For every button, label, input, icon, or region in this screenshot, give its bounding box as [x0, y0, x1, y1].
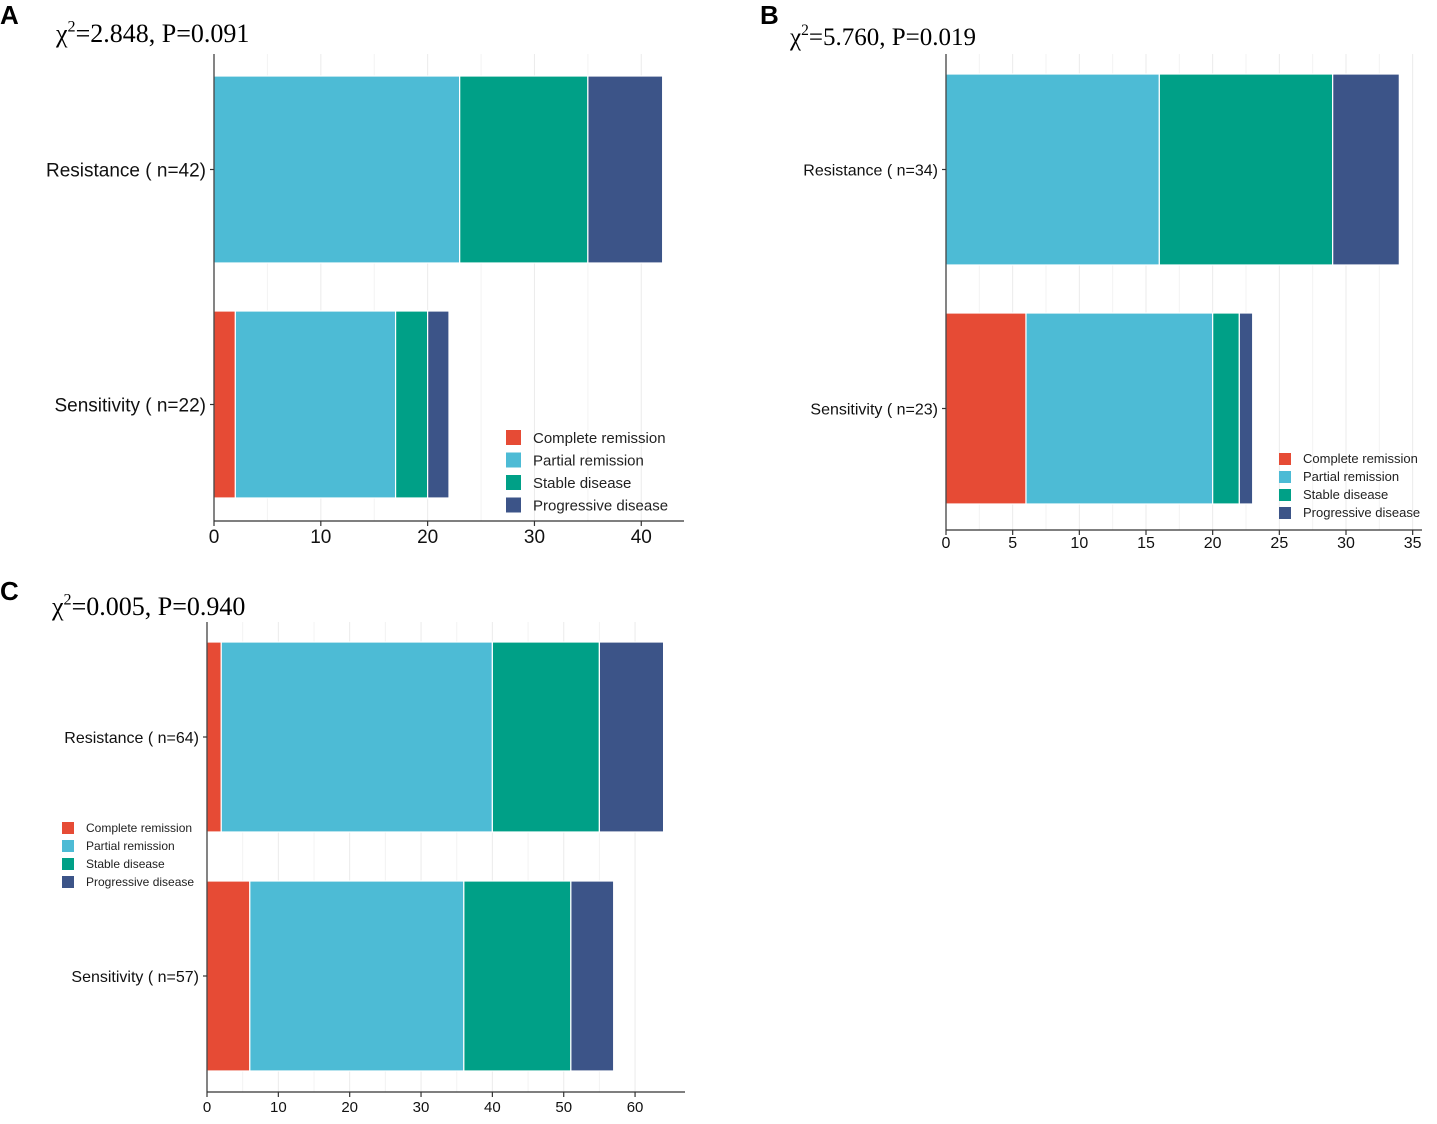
title-chi-symbol: χ: [789, 24, 801, 51]
x-tick-label: 20: [1204, 535, 1222, 552]
legend-swatch: [62, 840, 74, 852]
legend-label: Stable disease: [1303, 487, 1388, 502]
x-tick-label: 40: [484, 1099, 501, 1116]
legend-label: Partial remission: [86, 839, 175, 853]
bar-segment: [598, 641, 665, 833]
panel-letter: B: [760, 0, 779, 30]
title-chi-symbol: χ: [55, 19, 68, 48]
bar-segment: [587, 75, 664, 264]
bar-segment: [234, 310, 397, 499]
category-label: Resistance ( n=64): [64, 730, 199, 747]
x-tick-label: 60: [627, 1099, 644, 1116]
bar-segment: [1332, 73, 1400, 266]
title-superscript: 2: [68, 19, 76, 36]
x-tick-label: 20: [417, 527, 438, 548]
title-superscript: 2: [64, 592, 72, 609]
bar-segment: [213, 75, 461, 264]
bar-segment: [394, 310, 429, 499]
chart-title: χ2=2.848, P=0.091: [55, 19, 249, 48]
legend-label: Stable disease: [86, 857, 165, 871]
legend-label: Progressive disease: [86, 875, 194, 889]
x-tick-label: 10: [310, 527, 331, 548]
bar-segment: [945, 312, 1027, 505]
x-tick-label: 10: [1070, 535, 1088, 552]
legend-label: Stable disease: [533, 475, 631, 492]
bar-segment: [1158, 73, 1334, 266]
bar-segment: [206, 880, 251, 1072]
bar-segment: [213, 310, 236, 499]
x-tick-label: 30: [413, 1099, 430, 1116]
legend-label: Complete remission: [533, 430, 666, 447]
x-tick-label: 10: [270, 1099, 287, 1116]
title-statistics: =2.848, P=0.091: [76, 19, 250, 48]
x-tick-label: 0: [203, 1099, 211, 1116]
legend-label: Partial remission: [533, 452, 644, 469]
x-tick-label: 5: [1008, 535, 1017, 552]
legend-swatch: [506, 430, 521, 445]
panel-c: Cχ2=0.005, P=0.940 Resistance ( n=64) Sens…: [0, 576, 685, 1116]
bar-segment: [1238, 312, 1254, 505]
x-tick-label: 30: [524, 527, 545, 548]
panel-a: Aχ2=2.848, P=0.091 Resistance ( n=42) Sens…: [0, 0, 684, 548]
panel-letter: C: [0, 576, 19, 606]
x-tick-label: 50: [555, 1099, 572, 1116]
chart-title: χ2=5.760, P=0.019: [789, 22, 976, 51]
bar-segment: [427, 310, 450, 499]
panel-letter: A: [0, 0, 19, 30]
bar-segment: [459, 75, 589, 264]
legend-swatch: [62, 858, 74, 870]
legend-swatch: [1279, 489, 1291, 501]
category-label: Resistance ( n=42): [46, 160, 206, 181]
legend-swatch: [506, 497, 521, 513]
category-label: Resistance ( n=34): [803, 162, 938, 179]
legend-swatch: [1279, 471, 1291, 483]
title-statistics: =0.005, P=0.940: [72, 592, 246, 621]
legend-swatch: [1279, 453, 1291, 465]
legend-swatch: [1279, 507, 1291, 519]
legend-label: Complete remission: [1303, 451, 1418, 466]
bar-segment: [206, 641, 222, 833]
bar-segment: [945, 73, 1160, 266]
legend-label: Partial remission: [1303, 469, 1399, 484]
legend: Complete remission Partial remission Stabl…: [1279, 451, 1420, 520]
x-tick-label: 20: [341, 1099, 358, 1116]
x-tick-label: 15: [1137, 535, 1155, 552]
legend-label: Complete remission: [86, 821, 192, 835]
legend-swatch: [506, 452, 521, 468]
x-tick-label: 30: [1337, 535, 1355, 552]
chart-title: χ2=0.005, P=0.940: [51, 592, 245, 621]
panel-b: Bχ2=5.760, P=0.019 Resistance ( n=34) Sens…: [760, 0, 1422, 552]
bar-segment: [570, 880, 615, 1072]
category-label: Sensitivity ( n=57): [71, 969, 199, 986]
legend-swatch: [506, 475, 521, 490]
x-tick-label: 40: [631, 527, 652, 548]
legend-swatch: [62, 876, 74, 888]
x-tick-label: 0: [942, 535, 951, 552]
x-tick-label: 0: [209, 527, 220, 548]
legend-swatch: [62, 822, 74, 834]
x-tick-label: 35: [1404, 535, 1422, 552]
legend-label: Progressive disease: [1303, 505, 1420, 520]
bar-segment: [249, 880, 465, 1072]
bar-segment: [1212, 312, 1240, 505]
legend-label: Progressive disease: [533, 497, 668, 514]
title-chi-symbol: χ: [51, 592, 64, 621]
bar-segment: [463, 880, 572, 1072]
legend: Complete remission Partial remission Stabl…: [62, 821, 194, 889]
title-statistics: =5.760, P=0.019: [809, 24, 976, 51]
category-label: Sensitivity ( n=23): [810, 401, 938, 418]
title-superscript: 2: [801, 22, 809, 39]
bar-segment: [1025, 312, 1214, 505]
x-tick-label: 25: [1270, 535, 1288, 552]
legend: Complete remission Partial remission Stabl…: [506, 430, 668, 514]
bar-segment: [491, 641, 600, 833]
category-label: Sensitivity ( n=22): [54, 395, 206, 416]
bar-segment: [220, 641, 493, 833]
